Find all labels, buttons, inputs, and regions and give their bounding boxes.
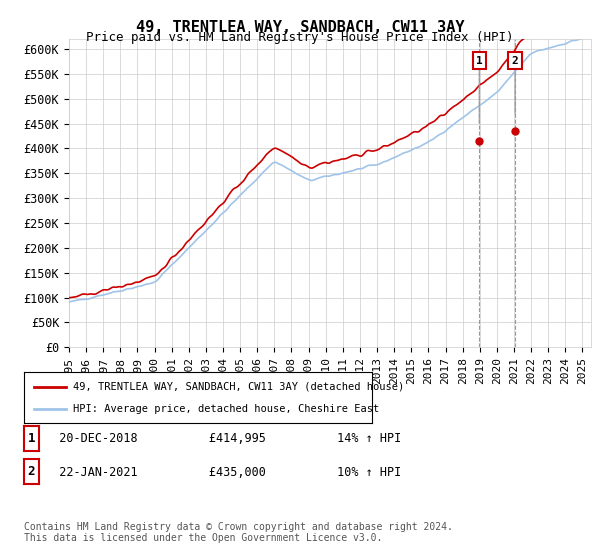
Text: 22-JAN-2021          £435,000          10% ↑ HPI: 22-JAN-2021 £435,000 10% ↑ HPI [45, 465, 401, 479]
Text: 2: 2 [512, 56, 518, 66]
Text: 49, TRENTLEA WAY, SANDBACH, CW11 3AY: 49, TRENTLEA WAY, SANDBACH, CW11 3AY [136, 20, 464, 35]
Text: Price paid vs. HM Land Registry's House Price Index (HPI): Price paid vs. HM Land Registry's House … [86, 31, 514, 44]
Text: 49, TRENTLEA WAY, SANDBACH, CW11 3AY (detached house): 49, TRENTLEA WAY, SANDBACH, CW11 3AY (de… [73, 381, 404, 391]
Text: 1: 1 [476, 56, 482, 66]
Text: 1: 1 [28, 432, 35, 445]
Text: HPI: Average price, detached house, Cheshire East: HPI: Average price, detached house, Ches… [73, 404, 379, 414]
Text: Contains HM Land Registry data © Crown copyright and database right 2024.
This d: Contains HM Land Registry data © Crown c… [24, 521, 453, 543]
Text: 20-DEC-2018          £414,995          14% ↑ HPI: 20-DEC-2018 £414,995 14% ↑ HPI [45, 432, 401, 445]
Text: 2: 2 [28, 465, 35, 478]
